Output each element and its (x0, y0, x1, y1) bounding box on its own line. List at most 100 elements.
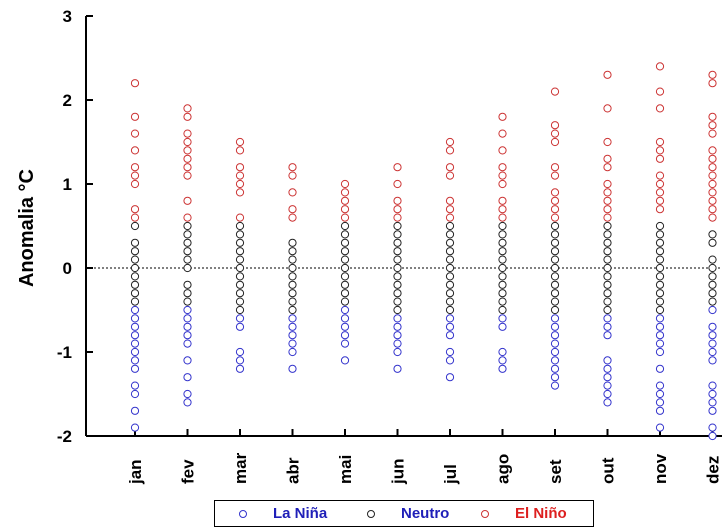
data-point-neutro (498, 305, 507, 315)
data-point-neutro (183, 221, 192, 231)
data-point-neutro (603, 263, 612, 273)
y-tick-label: 1 (63, 175, 72, 194)
data-point-neutro (288, 238, 297, 247)
data-point-neutro (393, 263, 402, 273)
data-point-neutro (603, 272, 612, 281)
data-point-la-nina (340, 331, 350, 340)
data-point-el-nino (393, 179, 402, 189)
data-point-neutro (183, 263, 192, 273)
data-point-neutro (235, 280, 245, 289)
data-point-neutro (340, 255, 350, 264)
data-point-la-nina (340, 322, 350, 331)
data-point-la-nina (288, 322, 297, 331)
data-point-el-nino (130, 171, 140, 180)
data-point-el-nino (498, 112, 507, 121)
data-point-la-nina (288, 364, 297, 373)
x-tick-label-mai: mai (336, 455, 355, 484)
data-point-la-nina (235, 356, 245, 365)
data-point-la-nina (603, 389, 612, 399)
data-point-el-nino (655, 87, 665, 96)
data-point-el-nino (550, 129, 560, 138)
data-point-la-nina (340, 356, 350, 365)
data-point-el-nino (708, 188, 717, 197)
x-tick-label-jun: jun (389, 459, 408, 486)
data-point-la-nina (708, 331, 717, 340)
y-tick-label: -1 (57, 343, 72, 362)
data-point-la-nina (550, 373, 560, 382)
data-point-la-nina (130, 364, 140, 373)
legend: La Niña Neutro El Niño (214, 500, 594, 527)
data-point-neutro (445, 238, 455, 247)
data-point-la-nina (603, 331, 612, 340)
data-point-la-nina (655, 339, 665, 348)
data-point-el-nino (235, 146, 245, 155)
data-point-neutro (393, 238, 402, 247)
data-point-neutro (498, 289, 507, 298)
data-point-el-nino (498, 196, 507, 205)
data-point-el-nino (550, 137, 560, 147)
data-point-el-nino (655, 171, 665, 180)
data-point-el-nino (183, 213, 192, 222)
legend-item-la-nina: La Niña (239, 505, 327, 522)
data-point-el-nino (550, 188, 560, 197)
data-point-la-nina (603, 398, 612, 407)
data-point-neutro (498, 255, 507, 264)
data-point-la-nina (340, 339, 350, 348)
data-point-el-nino (708, 154, 717, 163)
data-point-el-nino (603, 213, 612, 222)
data-point-el-nino (550, 205, 560, 214)
y-tick-label: 3 (63, 7, 72, 26)
data-point-la-nina (130, 381, 140, 390)
data-point-la-nina (445, 373, 455, 382)
data-point-neutro (340, 230, 350, 239)
data-point-neutro (498, 221, 507, 231)
data-point-neutro (655, 247, 665, 256)
data-point-neutro (130, 247, 140, 256)
data-point-el-nino (183, 163, 192, 172)
data-point-la-nina (708, 322, 717, 331)
legend-marker-neutro (367, 509, 375, 518)
data-point-neutro (288, 289, 297, 298)
data-point-la-nina (655, 331, 665, 340)
data-point-neutro (130, 255, 140, 264)
data-point-la-nina (130, 406, 140, 415)
data-point-neutro (655, 305, 665, 315)
data-point-la-nina (498, 356, 507, 365)
data-point-neutro (340, 221, 350, 231)
legend-item-el-nino: El Niño (481, 505, 567, 522)
data-point-neutro (550, 247, 560, 256)
data-point-neutro (393, 280, 402, 289)
data-point-la-nina (183, 331, 192, 340)
data-point-la-nina (235, 322, 245, 331)
data-point-el-nino (393, 205, 402, 214)
data-point-la-nina (393, 347, 402, 357)
data-point-el-nino (603, 205, 612, 214)
data-point-la-nina (708, 389, 717, 399)
data-point-el-nino (550, 171, 560, 180)
data-point-neutro (708, 238, 717, 247)
data-point-neutro (498, 263, 507, 273)
x-tick-label-ago: ago (494, 454, 513, 484)
data-point-neutro (130, 289, 140, 298)
data-point-neutro (235, 238, 245, 247)
data-point-la-nina (498, 322, 507, 331)
data-point-la-nina (603, 356, 612, 365)
data-point-neutro (603, 289, 612, 298)
data-point-neutro (550, 230, 560, 239)
data-point-la-nina (393, 314, 402, 323)
data-point-neutro (603, 280, 612, 289)
data-point-la-nina (393, 322, 402, 331)
data-point-el-nino (603, 179, 612, 189)
data-point-el-nino (445, 163, 455, 172)
y-tick-label: 2 (63, 91, 72, 110)
data-point-neutro (340, 238, 350, 247)
data-point-la-nina (603, 322, 612, 331)
data-point-la-nina (130, 314, 140, 323)
data-point-neutro (550, 238, 560, 247)
data-point-el-nino (340, 196, 350, 205)
data-point-el-nino (130, 79, 140, 88)
data-point-el-nino (340, 188, 350, 197)
data-point-neutro (393, 289, 402, 298)
data-point-el-nino (655, 188, 665, 197)
data-point-neutro (183, 280, 192, 289)
